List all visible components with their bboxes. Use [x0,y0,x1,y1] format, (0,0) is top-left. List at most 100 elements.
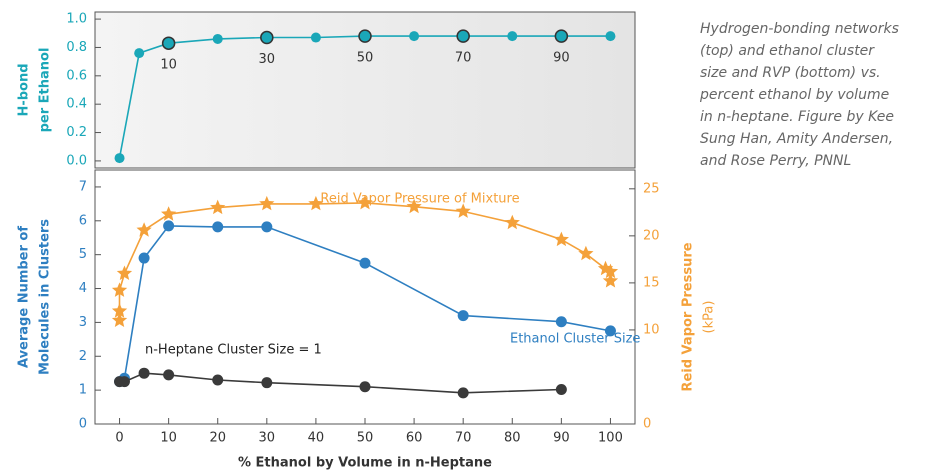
star-marker [455,203,471,218]
point-marker [310,32,321,43]
point-label: 70 [455,51,472,66]
x-tick-label: 80 [504,431,521,446]
x-tick-label: 60 [406,431,423,446]
star-marker [553,231,569,247]
point-marker [358,29,372,43]
point-marker [260,30,274,45]
y2-tick-label: 0 [643,417,651,432]
point-label: 50 [357,51,374,66]
y-tick-label: 2 [79,349,87,364]
point-marker [163,220,175,232]
point-marker [261,377,273,389]
point-marker [555,383,567,395]
y-tick-label: 0 [79,417,87,432]
x-axis-label: % Ethanol by Volume in n-Heptane [238,456,492,471]
series-label: Ethanol Cluster Size [510,332,640,347]
caption: size and RVP (bottom) vs. [700,65,881,81]
y-axis-label: H-bond [17,63,32,116]
y-axis-label: Molecules in Clusters [38,219,53,375]
y2-tick-label: 25 [643,181,660,196]
star-marker [308,195,324,211]
x-tick-label: 90 [553,431,570,446]
y-tick-label: 0.6 [66,68,87,83]
y2-tick-label: 20 [643,228,660,243]
star-marker [111,312,128,327]
star-marker [602,273,619,288]
y-tick-label: 3 [79,315,87,330]
point-marker [457,387,469,399]
caption: Sung Han, Amity Andersen, [700,131,893,147]
y-tick-label: 7 [79,179,87,194]
y-tick-label: 6 [79,213,87,228]
star-marker [111,303,128,318]
point-marker [212,374,224,386]
point-marker [456,29,470,43]
point-marker [261,221,273,233]
series-label: n-Heptane Cluster Size = 1 [145,343,322,358]
y2-axis-label: (kPa) [702,301,717,334]
point-marker [457,310,469,322]
point-marker [138,367,150,379]
y-axis-label: Average Number of [17,226,32,368]
caption: and Rose Perry, PNNL [700,153,851,169]
x-tick-label: 100 [598,431,623,446]
star-marker [602,263,619,279]
star-marker [357,194,373,210]
point-marker [114,153,125,164]
point-marker [118,376,130,388]
point-marker [507,31,518,42]
x-tick-label: 20 [209,431,226,446]
y-tick-label: 1.0 [66,12,87,27]
point-label: 90 [553,51,570,66]
y-tick-label: 5 [79,247,87,262]
star-marker [504,214,520,230]
point-marker [134,48,145,59]
y-tick-label: 0.0 [66,153,87,168]
caption: percent ethanol by volume [699,87,889,103]
point-marker [554,29,569,43]
series-label: Reid Vapor Pressure of Mixture [320,192,519,207]
y2-tick-label: 15 [643,275,660,290]
y2-tick-label: 10 [643,322,660,337]
point-marker [359,381,371,393]
y-axis-label: per Ethanol [38,48,53,133]
point-marker [555,316,567,328]
point-marker [359,257,371,269]
point-marker [605,31,616,42]
point-marker [161,36,176,50]
series-line [119,372,562,394]
star-marker [136,222,152,237]
y-tick-label: 0.4 [66,97,87,112]
point-marker [212,221,224,233]
caption: Hydrogen-bonding networks [700,21,899,37]
y-tick-label: 4 [79,281,87,296]
y-tick-label: 0.2 [66,125,87,140]
point-label: 30 [259,52,276,67]
point-marker [163,369,175,381]
star-marker [111,282,128,297]
point-marker [212,33,223,44]
x-tick-label: 50 [357,431,374,446]
caption: in n-heptane. Figure by Kee [700,109,894,125]
series-line [119,225,611,383]
plot-frame [94,11,636,169]
point-label: 10 [160,58,177,73]
x-tick-label: 40 [308,431,325,446]
x-tick-label: 10 [160,431,177,446]
caption: (top) and ethanol cluster [700,43,875,59]
x-tick-label: 0 [115,431,123,446]
star-marker [116,265,133,280]
star-marker [406,198,422,214]
star-marker [259,195,275,211]
x-tick-label: 70 [455,431,472,446]
point-marker [138,252,150,264]
x-tick-label: 30 [259,431,276,446]
star-marker [578,245,594,261]
point-marker [604,325,616,337]
star-marker [210,199,226,215]
star-marker [161,206,177,221]
point-marker [409,31,420,42]
y2-axis-label: Reid Vapor Pressure [681,242,696,391]
y-tick-label: 0.8 [66,40,87,55]
